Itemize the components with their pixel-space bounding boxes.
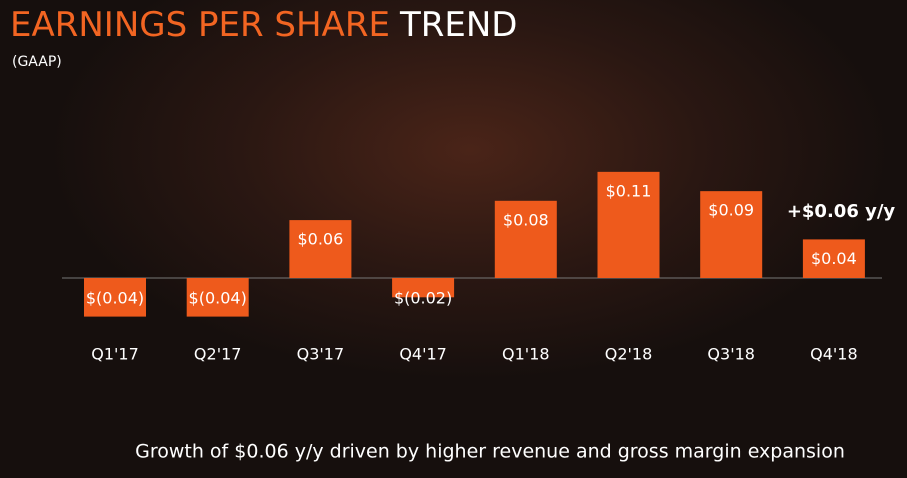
bar	[289, 220, 352, 278]
value-label: $0.11	[606, 181, 652, 200]
title-highlight: TREND	[399, 5, 518, 45]
bar	[494, 200, 557, 278]
value-label: $0.08	[503, 210, 549, 229]
x-tick-label: Q2'18	[605, 345, 653, 364]
value-label: $0.09	[708, 201, 754, 220]
bar	[392, 278, 455, 298]
x-tick-label: Q1'18	[502, 345, 550, 364]
subtitle: (GAAP)	[12, 54, 62, 70]
value-label: $0.06	[297, 230, 343, 249]
chart-title: EARNINGS PER SHARE TREND	[10, 5, 517, 45]
value-label: $0.04	[811, 249, 857, 268]
annotation: +$0.06 y/y	[787, 201, 896, 222]
x-tick-label: Q1'17	[91, 345, 139, 364]
value-label: $(0.02)	[394, 289, 452, 308]
footnote: Growth of $0.06 y/y driven by higher rev…	[135, 441, 845, 463]
bar	[802, 239, 865, 278]
x-tick-label: Q3'17	[297, 345, 345, 364]
x-tick-label: Q4'18	[810, 345, 858, 364]
x-tick-label: Q3'18	[707, 345, 755, 364]
bar	[84, 278, 146, 317]
value-label: $(0.04)	[189, 289, 247, 308]
x-tick-label: Q4'17	[399, 345, 447, 364]
bar	[597, 171, 660, 278]
value-label: $(0.04)	[86, 289, 144, 308]
title-main: EARNINGS PER SHARE	[10, 5, 390, 45]
bar	[186, 278, 249, 317]
x-tick-label: Q2'17	[194, 345, 242, 364]
bar	[700, 191, 763, 278]
